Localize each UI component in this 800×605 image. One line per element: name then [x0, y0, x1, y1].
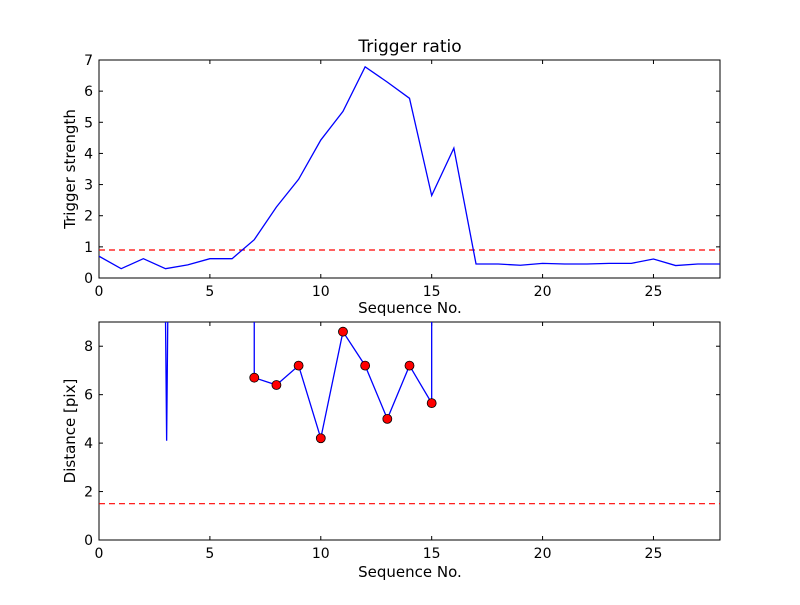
tick-group: 0 5 10 15 20 25 0 1 2 3 4 5 6 7	[84, 53, 720, 300]
plot-clip-group	[99, 65, 720, 270]
tick-group: 0 5 10 15 20 25 0 2 4 6 8	[84, 322, 720, 562]
distance-plot: 0 5 10 15 20 25 0 2 4 6 8 Sequence No. Distance [p…	[61, 321, 721, 581]
series-line	[164, 322, 169, 441]
x-tick-label: 0	[95, 546, 104, 562]
plot-title: Trigger ratio	[357, 37, 461, 57]
x-tick-label: 10	[312, 546, 330, 562]
y-tick-label: 4	[84, 436, 93, 452]
data-point	[382, 413, 393, 424]
data-point	[249, 372, 260, 383]
plot-area-frame	[98, 59, 721, 279]
x-tick-label: 15	[423, 546, 441, 562]
y-tick-label: 5	[84, 115, 93, 131]
x-tick-label: 0	[95, 284, 104, 300]
x-tick-label: 25	[645, 284, 663, 300]
series-line	[99, 65, 720, 270]
data-point	[293, 360, 304, 371]
data-point	[404, 360, 415, 371]
data-point	[360, 360, 371, 371]
x-tick-label: 20	[534, 284, 552, 300]
y-tick-label: 2	[84, 485, 93, 501]
y-tick-label: 6	[84, 388, 93, 404]
plot-area-frame	[98, 321, 721, 541]
y-tick-label: 2	[84, 209, 93, 225]
y-tick-label: 0	[84, 533, 93, 549]
y-tick-label: 6	[84, 84, 93, 100]
trigger-ratio-plot: Trigger ratio 0 5 10 15 20 25 0 1 2 3 4 5 6 7 Sequenc…	[61, 37, 721, 317]
data-point	[315, 433, 326, 444]
y-tick-label: 4	[84, 146, 93, 162]
y-tick-label: 0	[84, 271, 93, 287]
y-tick-label: 3	[84, 178, 93, 194]
y-tick-label: 7	[84, 53, 93, 69]
x-axis-label: Sequence No.	[358, 563, 462, 581]
series-line	[253, 322, 433, 439]
data-point	[271, 380, 282, 390]
x-tick-label: 25	[645, 546, 663, 562]
y-axis-label: Trigger strength	[61, 109, 79, 230]
data-point	[338, 326, 348, 337]
data-point	[426, 398, 437, 409]
y-axis-label: Distance [pix]	[61, 379, 79, 484]
x-tick-label: 20	[534, 546, 552, 562]
y-tick-label: 8	[84, 339, 93, 355]
series-group	[99, 322, 720, 505]
y-tick-label: 1	[84, 240, 93, 256]
x-tick-label: 5	[205, 284, 214, 300]
series-group	[99, 65, 720, 270]
plot-clip-group	[99, 322, 720, 505]
x-axis-label: Sequence No.	[358, 299, 462, 317]
x-tick-label: 10	[312, 284, 330, 300]
x-tick-label: 15	[423, 284, 441, 300]
x-tick-label: 5	[205, 546, 214, 562]
